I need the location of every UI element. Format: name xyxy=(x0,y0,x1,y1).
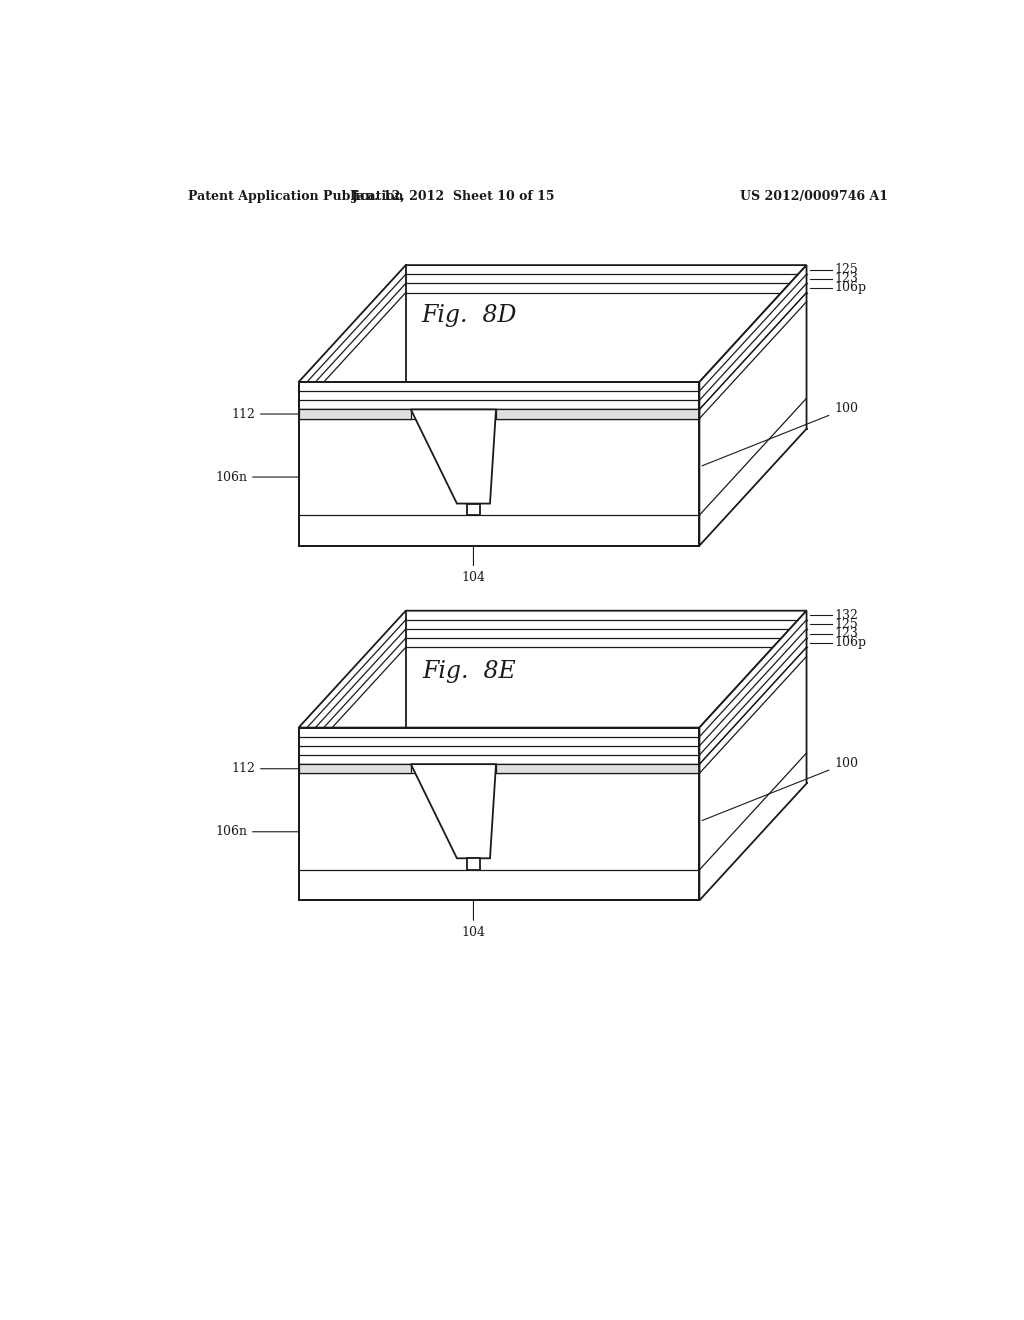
Polygon shape xyxy=(299,381,699,545)
Text: 132: 132 xyxy=(835,609,858,622)
Polygon shape xyxy=(299,727,699,900)
Polygon shape xyxy=(299,265,807,381)
Polygon shape xyxy=(299,409,411,418)
Polygon shape xyxy=(496,409,699,418)
Polygon shape xyxy=(467,503,480,515)
Text: 112: 112 xyxy=(231,762,304,775)
Text: 123: 123 xyxy=(835,627,858,640)
Text: 100: 100 xyxy=(702,756,858,821)
Text: 104: 104 xyxy=(462,878,485,939)
Polygon shape xyxy=(496,764,699,774)
Text: Fig.  8D: Fig. 8D xyxy=(422,305,517,327)
Text: Fig.  8E: Fig. 8E xyxy=(422,660,516,684)
Text: 106p: 106p xyxy=(835,636,866,649)
Text: 125: 125 xyxy=(835,263,858,276)
Polygon shape xyxy=(299,611,807,727)
Text: Patent Application Publication: Patent Application Publication xyxy=(187,190,403,202)
Text: 106n: 106n xyxy=(215,470,304,483)
Text: 106p: 106p xyxy=(835,281,866,294)
Text: US 2012/0009746 A1: US 2012/0009746 A1 xyxy=(740,190,889,202)
Text: Jan. 12, 2012  Sheet 10 of 15: Jan. 12, 2012 Sheet 10 of 15 xyxy=(351,190,555,202)
Text: 104: 104 xyxy=(462,523,485,583)
Text: 125: 125 xyxy=(835,618,858,631)
Polygon shape xyxy=(699,611,807,900)
Polygon shape xyxy=(411,764,496,858)
Text: 106n: 106n xyxy=(215,825,304,838)
Polygon shape xyxy=(699,265,807,545)
Text: 112: 112 xyxy=(231,408,304,421)
Text: 123: 123 xyxy=(835,272,858,285)
Polygon shape xyxy=(467,858,480,870)
Polygon shape xyxy=(411,409,496,503)
Text: 100: 100 xyxy=(702,401,858,466)
Polygon shape xyxy=(299,764,411,774)
